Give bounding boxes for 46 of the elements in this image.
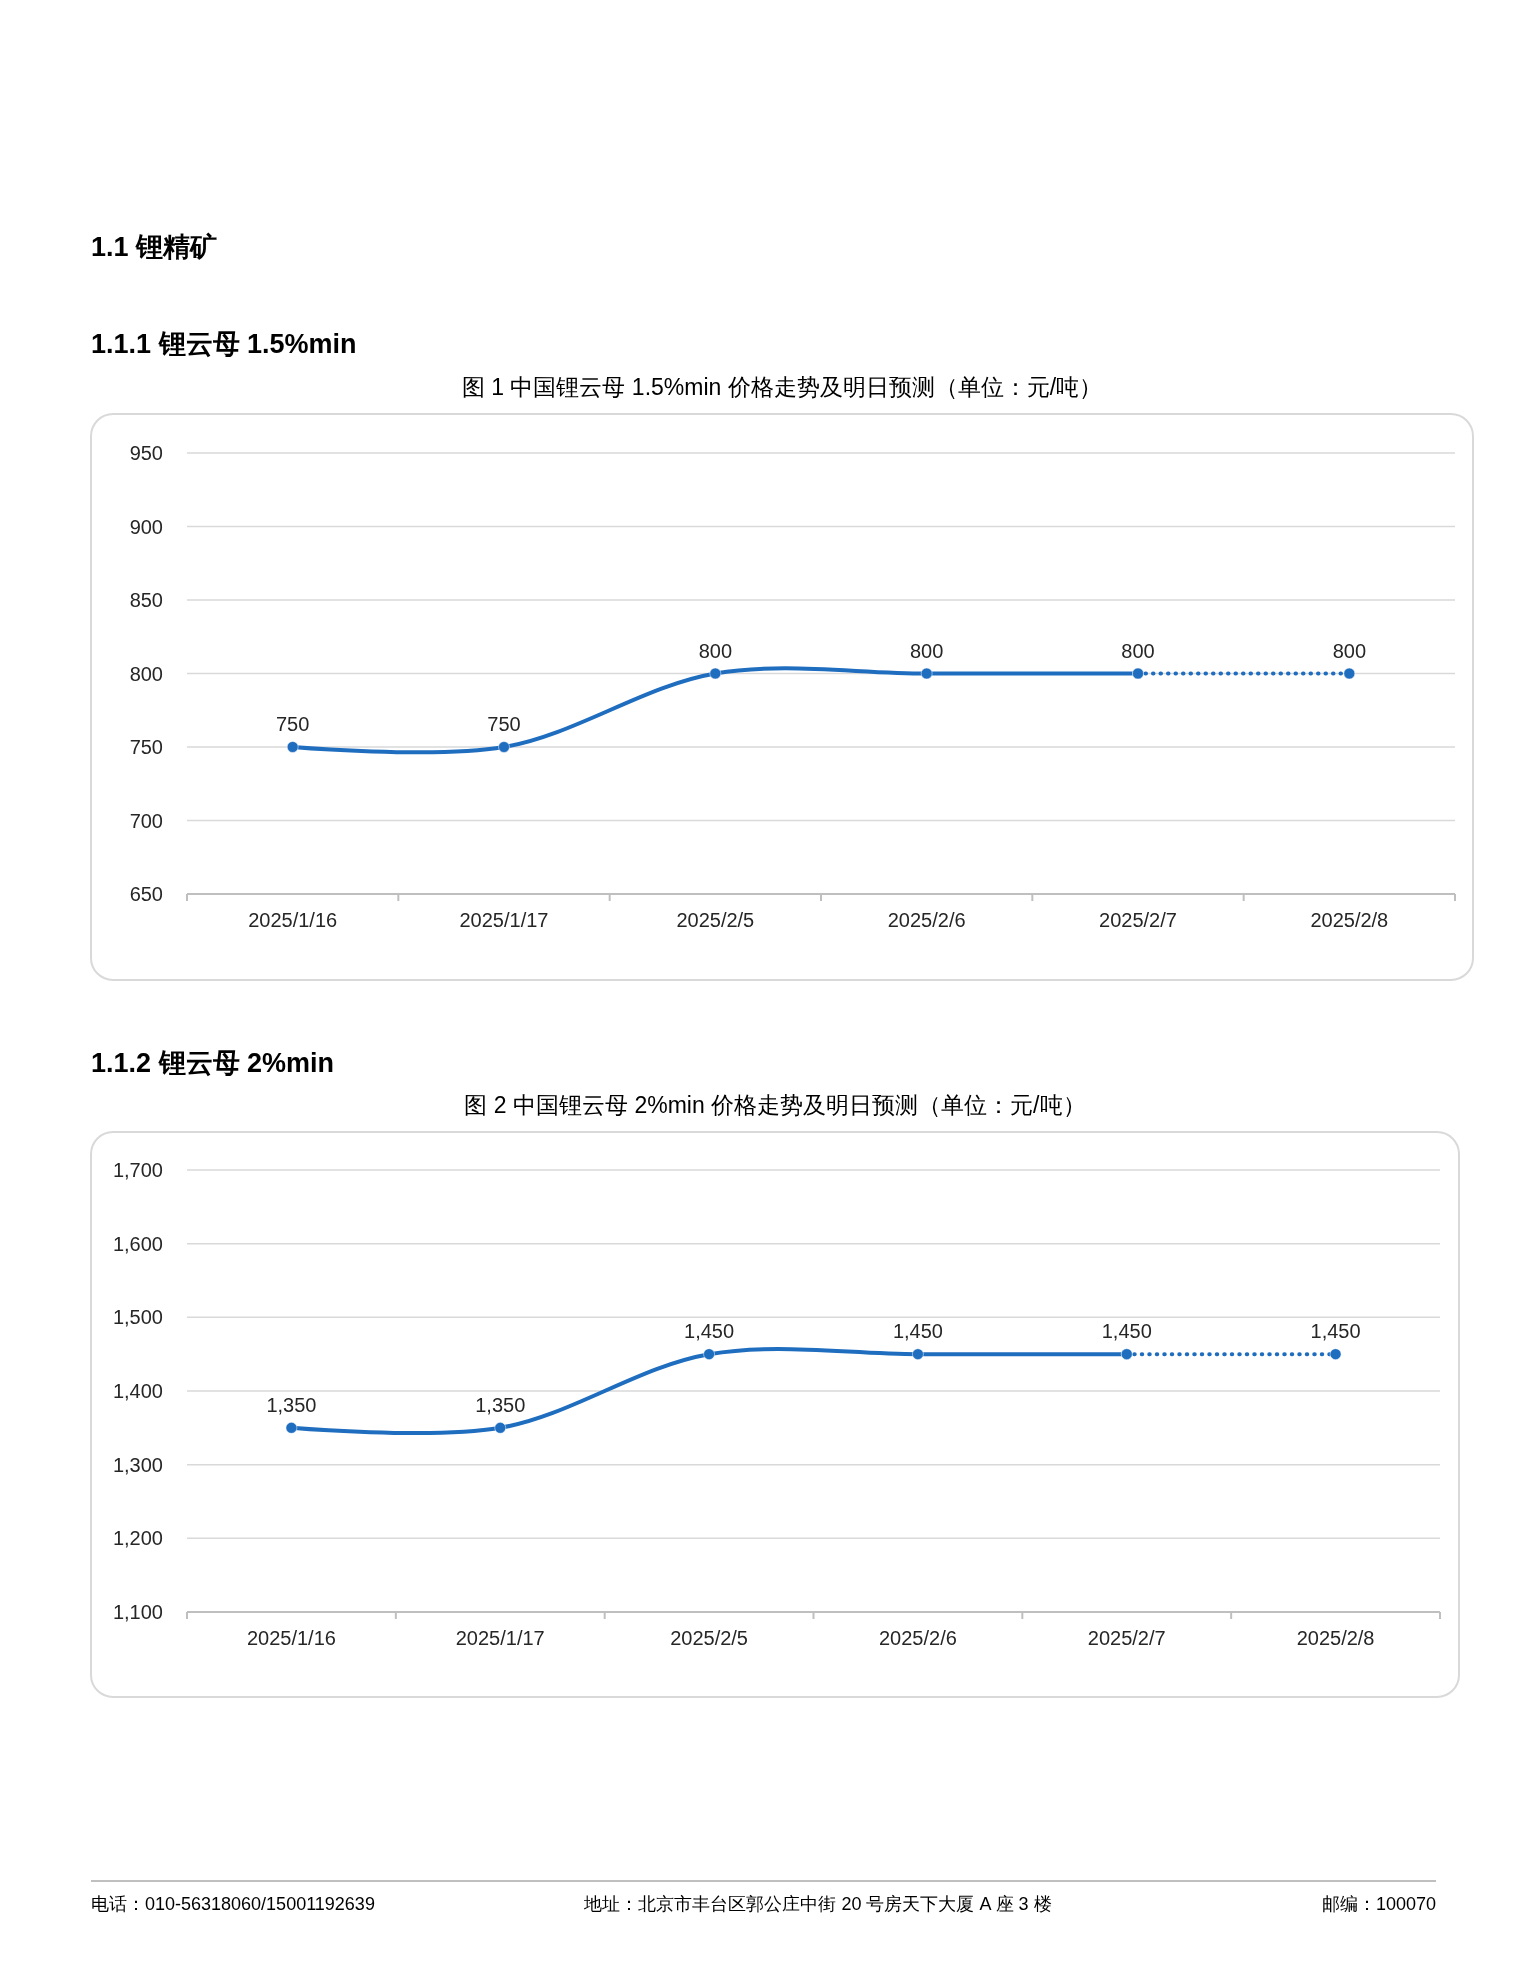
data-label: 750 — [275, 713, 310, 735]
x-tick-label: 2025/2/6 — [887, 909, 966, 931]
x-tick-label: 2025/1/17 — [455, 1627, 545, 1649]
y-tick-label: 750 — [129, 736, 163, 758]
x-tick-label: 2025/2/5 — [670, 1627, 749, 1649]
data-label: 750 — [487, 713, 521, 735]
y-tick-label: 1,500 — [112, 1306, 163, 1329]
x-tick-label: 2025/2/7 — [1087, 1627, 1166, 1649]
text: 1.1 锂精矿 — [91, 232, 218, 262]
x-tick-label: 2025/1/16 — [246, 1627, 336, 1649]
text: 地址：北京市丰台区郭公庄中街 20 号房天下大厦 A 座 3 楼 — [583, 1894, 1052, 1914]
y-tick-label: 1,700 — [112, 1159, 163, 1181]
chart-subtitle: 1.1.2 锂云母 2%min — [91, 1048, 335, 1078]
data-label: 1,350 — [266, 1393, 317, 1416]
x-tick-label: 2025/2/8 — [1310, 909, 1389, 931]
y-tick-label: 900 — [129, 515, 163, 538]
y-tick-label: 1,300 — [112, 1453, 163, 1476]
chart-title: 图 2 中国锂云母 2%min 价格走势及明日预测（单位：元/吨） — [464, 1092, 1086, 1118]
y-tick-label: 800 — [129, 662, 163, 685]
data-label: 1,450 — [892, 1320, 943, 1343]
data-label: 1,450 — [1101, 1320, 1152, 1343]
data-label: 800 — [909, 639, 944, 662]
data-label: 800 — [698, 639, 733, 662]
x-tick-label: 2025/1/17 — [459, 909, 549, 931]
y-tick-label: 1,200 — [112, 1527, 163, 1550]
chart-subtitle: 1.1.1 锂云母 1.5%min — [91, 329, 357, 359]
text: 邮编：100070 — [1321, 1894, 1436, 1914]
x-tick-label: 2025/2/8 — [1296, 1627, 1375, 1649]
data-label: 800 — [1121, 639, 1155, 662]
y-tick-label: 1,600 — [112, 1232, 163, 1255]
y-tick-label: 700 — [129, 809, 163, 832]
data-label: 1,450 — [1310, 1320, 1361, 1343]
data-label: 1,450 — [684, 1320, 735, 1343]
text: 电话：010-56318060/15001192639 — [91, 1894, 375, 1914]
data-label: 1,350 — [475, 1393, 526, 1416]
chart-title: 图 1 中国锂云母 1.5%min 价格走势及明日预测（单位：元/吨） — [461, 374, 1103, 400]
data-label: 800 — [1332, 639, 1367, 662]
y-tick-label: 950 — [129, 442, 163, 464]
x-tick-label: 2025/2/5 — [676, 909, 755, 931]
y-tick-label: 1,100 — [112, 1601, 163, 1623]
x-tick-label: 2025/1/16 — [248, 909, 338, 931]
y-tick-label: 650 — [129, 883, 163, 905]
y-tick-label: 1,400 — [112, 1380, 163, 1402]
y-tick-label: 850 — [129, 589, 163, 611]
x-tick-label: 2025/2/7 — [1099, 909, 1177, 931]
x-tick-label: 2025/2/6 — [878, 1627, 957, 1649]
